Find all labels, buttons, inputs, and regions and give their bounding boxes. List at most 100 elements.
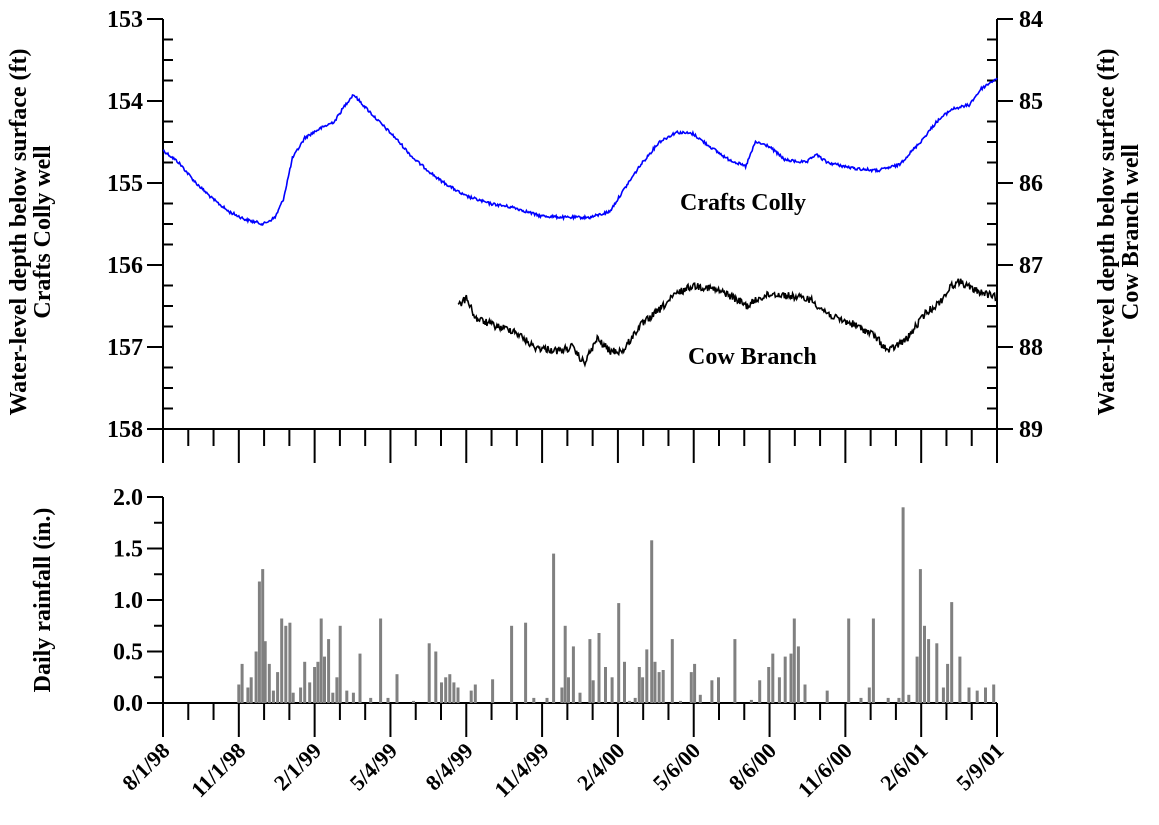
series-line-cow-branch xyxy=(457,278,998,368)
rainfall-bar xyxy=(693,663,697,703)
rainfall-bar xyxy=(249,677,253,704)
rainfall-bar xyxy=(571,646,575,703)
rainfall-bar xyxy=(637,667,641,703)
rainfall-bar xyxy=(427,643,431,703)
rainfall-bar xyxy=(257,581,261,703)
series-line-crafts-colly xyxy=(162,77,998,227)
rainfall-bar xyxy=(284,625,288,704)
rainfall-bar xyxy=(369,697,373,703)
rainfall-bar xyxy=(698,694,702,703)
rainfall-bar xyxy=(246,687,250,703)
rainfall-bar xyxy=(345,690,349,703)
rainfall-bar xyxy=(918,569,922,703)
left-axis-label-line1: Water-level depth below surface (ft) xyxy=(6,48,32,415)
series-label-cow-branch: Cow Branch xyxy=(688,344,817,370)
left-tick-label: 155 xyxy=(107,171,143,197)
rainfall-bar xyxy=(379,618,383,703)
left-tick-label: 153 xyxy=(107,7,143,33)
x-tick-label: 8/4/99 xyxy=(420,738,477,795)
rainfall-bar xyxy=(473,684,477,703)
rainfall-bar xyxy=(552,553,556,703)
rainfall-bar xyxy=(984,687,987,703)
rainfall-bar xyxy=(254,651,258,703)
rainfall-bar xyxy=(825,690,829,703)
rainfall-bar xyxy=(935,643,939,703)
x-tick-label: 8/6/00 xyxy=(724,738,781,795)
rainfall-bar xyxy=(717,677,720,704)
rainfall-bar xyxy=(796,646,800,703)
rainfall-bar xyxy=(351,692,355,703)
rainfall-bar xyxy=(331,692,335,703)
rainfall-bar xyxy=(263,641,267,703)
rainfall-bar xyxy=(288,622,292,703)
rainfall-bar xyxy=(444,677,448,704)
rainfall-axis-label: Daily rainfall (in.) xyxy=(30,508,56,693)
rainfall-bar xyxy=(323,656,326,703)
rainfall-bar xyxy=(923,625,926,704)
rainfall-bar xyxy=(412,700,415,703)
rainfall-bar xyxy=(327,639,331,703)
left-axis-label-line2: Crafts Colly well xyxy=(30,145,56,319)
rainfall-bar xyxy=(792,618,796,703)
rainfall-bar xyxy=(563,625,567,704)
rainfall-bar xyxy=(617,603,621,703)
rainfall-bar xyxy=(710,680,714,703)
rainfall-bar xyxy=(578,692,582,703)
rainfall-tick-label: 0.0 xyxy=(113,691,143,717)
rainfall-tick-label: 2.0 xyxy=(113,485,143,511)
rainfall-bar xyxy=(771,653,775,703)
rainfall-bar xyxy=(291,692,295,703)
rainfall-bar xyxy=(434,651,438,703)
rainfall-bar xyxy=(604,667,607,703)
rainfall-bar xyxy=(783,656,787,703)
x-tick-label: 2/4/00 xyxy=(572,738,629,795)
rainfall-bar xyxy=(267,663,271,703)
rainfall-bar xyxy=(633,697,637,703)
rainfall-bar xyxy=(897,697,901,703)
rainfall-bar xyxy=(950,602,954,703)
rainfall-bar xyxy=(992,684,996,703)
left-tick-label: 158 xyxy=(107,417,143,443)
x-tick-label: 11/6/00 xyxy=(793,738,857,802)
rainfall-tick-label: 1.5 xyxy=(113,537,143,563)
rainfall-bar xyxy=(867,687,871,703)
rainfall-bar xyxy=(261,569,265,703)
rainfall-bar xyxy=(689,672,693,703)
rainfall-bar xyxy=(627,700,631,703)
x-tick-label: 11/4/99 xyxy=(489,738,553,802)
rainfall-bar xyxy=(280,618,284,703)
rainfall-bar xyxy=(803,684,807,703)
x-tick-label: 2/1/99 xyxy=(269,738,326,795)
rainfall-bar xyxy=(597,633,601,703)
rainfall-bar xyxy=(456,687,460,703)
rainfall-bar xyxy=(946,663,950,703)
rainfall-bar xyxy=(777,677,781,704)
rainfall-bar xyxy=(588,639,592,703)
rainfall-bar xyxy=(871,618,875,703)
x-tick-label: 11/1/98 xyxy=(186,738,250,802)
rainfall-bar xyxy=(524,622,528,703)
left-tick-label: 154 xyxy=(107,89,143,115)
rainfall-tick-label: 1.0 xyxy=(113,588,143,614)
rainfall-bar xyxy=(847,618,851,703)
rainfall-bar xyxy=(316,661,320,703)
rainfall-tick-label: 0.5 xyxy=(113,640,143,666)
rainfall-bar xyxy=(749,699,753,703)
rainfall-bar xyxy=(915,656,919,703)
rainfall-bar xyxy=(610,677,614,704)
rainfall-bar xyxy=(958,656,962,703)
rainfall-bar xyxy=(469,690,473,703)
rainfall-bar xyxy=(645,649,649,703)
rainfall-bar xyxy=(641,677,645,704)
x-tick-label: 5/9/01 xyxy=(951,738,1008,795)
right-axis-label-line1: Water-level depth below surface (ft) xyxy=(1094,48,1120,415)
rainfall-bar xyxy=(941,687,945,703)
rainfall-bar xyxy=(679,700,682,703)
rainfall-bar xyxy=(386,697,390,703)
rainfall-bar xyxy=(448,674,452,703)
rainfall-bar xyxy=(395,674,399,703)
rainfall-bar xyxy=(303,661,307,703)
left-tick-label: 157 xyxy=(107,335,143,361)
rainfall-bar xyxy=(319,618,323,703)
